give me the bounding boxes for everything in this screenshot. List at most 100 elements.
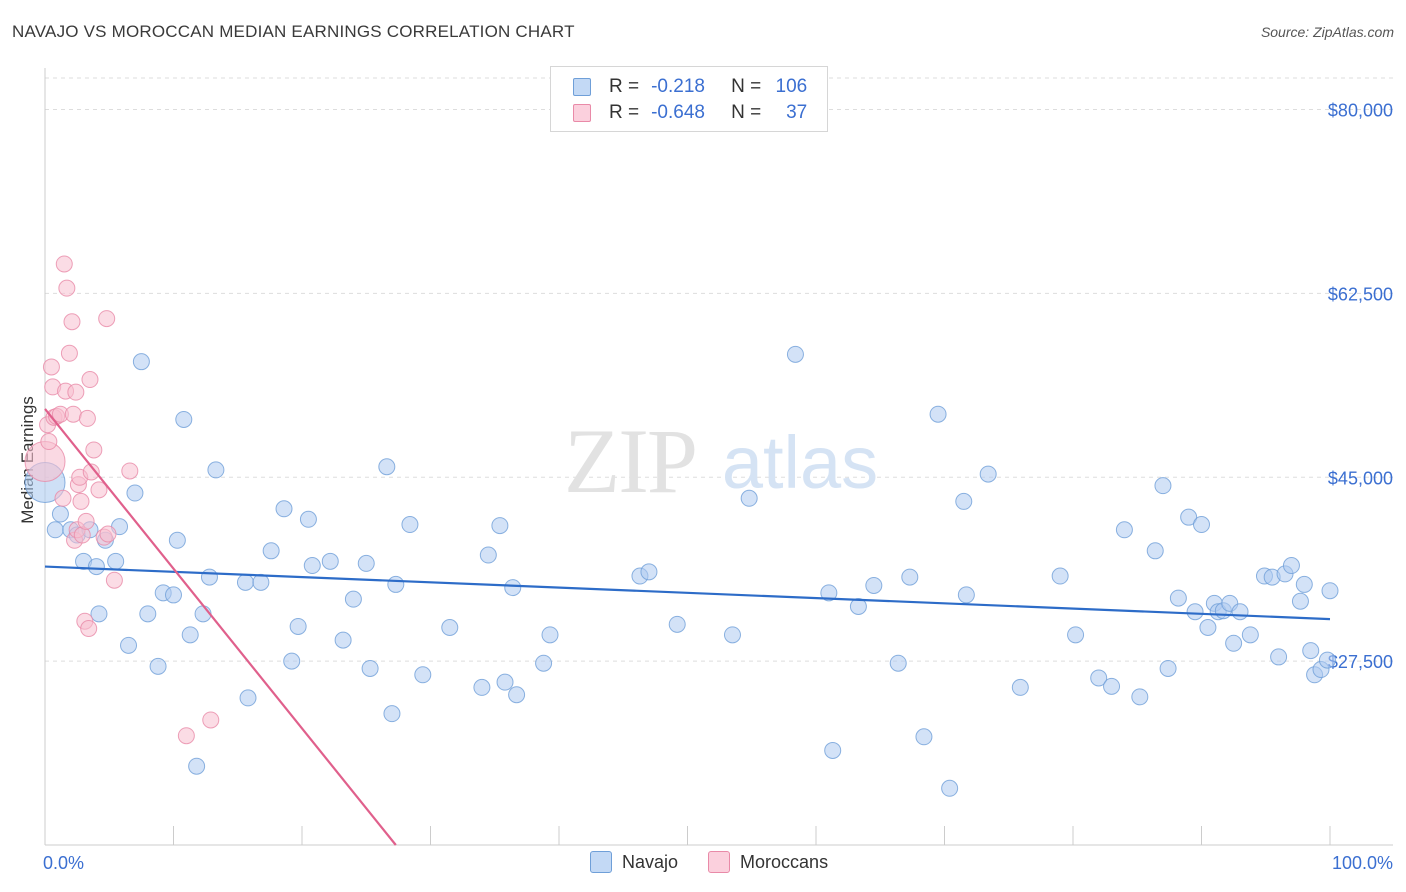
navajo-point bbox=[414, 666, 432, 684]
navajo-point bbox=[1291, 592, 1309, 610]
navajo-point bbox=[723, 626, 741, 644]
moroccan-point bbox=[98, 310, 116, 328]
navajo-point bbox=[383, 705, 401, 723]
navajo-point bbox=[303, 557, 321, 575]
navajo-point bbox=[321, 552, 339, 570]
navajo-point bbox=[252, 573, 270, 591]
moroccan-point bbox=[58, 279, 76, 297]
navajo-point bbox=[344, 590, 362, 608]
navajo-point bbox=[1154, 477, 1172, 495]
navajo-point bbox=[865, 576, 883, 594]
navajo-point bbox=[1146, 542, 1164, 560]
trend-lines bbox=[44, 408, 1331, 846]
legend-row-navajo: R = -0.218 N = 106 bbox=[573, 75, 807, 99]
navajo-point bbox=[299, 510, 317, 528]
navajo-point bbox=[120, 636, 138, 654]
navajo-point bbox=[1302, 642, 1320, 660]
navajo-point bbox=[941, 779, 959, 797]
navajo-point bbox=[1180, 508, 1198, 526]
navajo-point bbox=[1270, 648, 1288, 666]
navajo-point bbox=[361, 659, 379, 677]
navajo-point bbox=[1241, 626, 1259, 644]
navajo-point bbox=[441, 619, 459, 637]
legend-item-moroccans: Moroccans bbox=[708, 851, 828, 873]
legend-n-label: N = bbox=[731, 102, 762, 123]
legend-n-label: N = bbox=[731, 76, 762, 97]
navajo-point bbox=[979, 465, 997, 483]
navajo-point bbox=[289, 617, 307, 635]
navajo-point bbox=[107, 552, 125, 570]
navajo-point bbox=[188, 757, 206, 775]
moroccan-point bbox=[85, 441, 103, 459]
moroccan-point bbox=[121, 462, 139, 480]
navajo-point bbox=[378, 458, 396, 476]
correlation-legend: R = -0.218 N = 106 R = -0.648 N = 37 bbox=[550, 66, 828, 132]
moroccan-point bbox=[90, 481, 108, 499]
moroccan-point bbox=[81, 371, 99, 389]
navajo-point bbox=[901, 568, 919, 586]
navajo-point bbox=[126, 484, 144, 502]
navajo-point bbox=[139, 605, 157, 623]
moroccan-point bbox=[55, 255, 73, 273]
navajo-point bbox=[491, 517, 509, 535]
navajo-point bbox=[132, 353, 150, 371]
moroccan-point bbox=[54, 489, 72, 507]
navajo-legend-swatch bbox=[590, 851, 612, 873]
navajo-point bbox=[820, 584, 838, 602]
navajo-point bbox=[889, 654, 907, 672]
navajo-point bbox=[46, 521, 64, 539]
moroccan-legend-swatch bbox=[708, 851, 731, 873]
navajo-point bbox=[1318, 651, 1336, 669]
navajo-point bbox=[168, 531, 186, 549]
navajo-point bbox=[387, 575, 405, 593]
navajo-point bbox=[535, 654, 553, 672]
navajo-point bbox=[236, 573, 254, 591]
navajo-point bbox=[165, 586, 182, 604]
x-tick-label-min: 0.0% bbox=[43, 853, 84, 873]
navajo-point bbox=[1225, 634, 1243, 652]
moroccan-point bbox=[177, 727, 195, 745]
moroccan-point bbox=[99, 525, 117, 543]
source-label: Source: ZipAtlas.com bbox=[1260, 24, 1394, 40]
gridlines bbox=[45, 77, 1393, 662]
moroccan-point bbox=[202, 711, 220, 729]
navajo-point bbox=[1282, 557, 1300, 575]
navajo-point bbox=[1115, 521, 1133, 539]
navajo-point bbox=[1186, 603, 1204, 621]
navajo-point bbox=[357, 554, 375, 572]
navajo-point bbox=[275, 500, 293, 518]
axes bbox=[44, 68, 1393, 846]
moroccan-point bbox=[105, 571, 123, 589]
navajo-point bbox=[207, 461, 225, 479]
navajo-point bbox=[1131, 688, 1149, 706]
navajo-point bbox=[1321, 582, 1339, 600]
navajo-point bbox=[1199, 619, 1217, 637]
legend-n-value: 37 bbox=[786, 102, 808, 123]
series-legend: Navajo Moroccans bbox=[590, 851, 858, 873]
navajo-point bbox=[1193, 516, 1210, 534]
navajo-point bbox=[541, 626, 559, 644]
navajo-point bbox=[239, 689, 257, 707]
navajo-point bbox=[957, 586, 975, 604]
navajo-point bbox=[786, 345, 804, 363]
navajo-point bbox=[929, 405, 947, 423]
data-points bbox=[24, 255, 1339, 797]
moroccan-point bbox=[77, 512, 95, 530]
navajo-point bbox=[200, 568, 218, 586]
navajo-point bbox=[334, 631, 352, 649]
navajo-point bbox=[1295, 575, 1313, 593]
navajo-point bbox=[175, 410, 193, 428]
moroccan-swatch bbox=[573, 104, 591, 122]
navajo-point bbox=[915, 728, 933, 746]
navajo-point bbox=[1159, 659, 1177, 677]
navajo-point bbox=[1231, 603, 1249, 621]
moroccan-legend-label: Moroccans bbox=[740, 851, 829, 872]
navajo-point bbox=[1011, 678, 1029, 696]
navajo-point bbox=[1051, 567, 1069, 585]
navajo-swatch bbox=[573, 78, 591, 96]
navajo-point bbox=[1067, 626, 1085, 644]
legend-r-value: -0.218 bbox=[651, 76, 705, 97]
navajo-point bbox=[668, 615, 686, 633]
y-tick-labels: $80,000 $62,500 $45,000 $27,500 bbox=[1328, 101, 1393, 673]
navajo-point bbox=[640, 563, 658, 581]
